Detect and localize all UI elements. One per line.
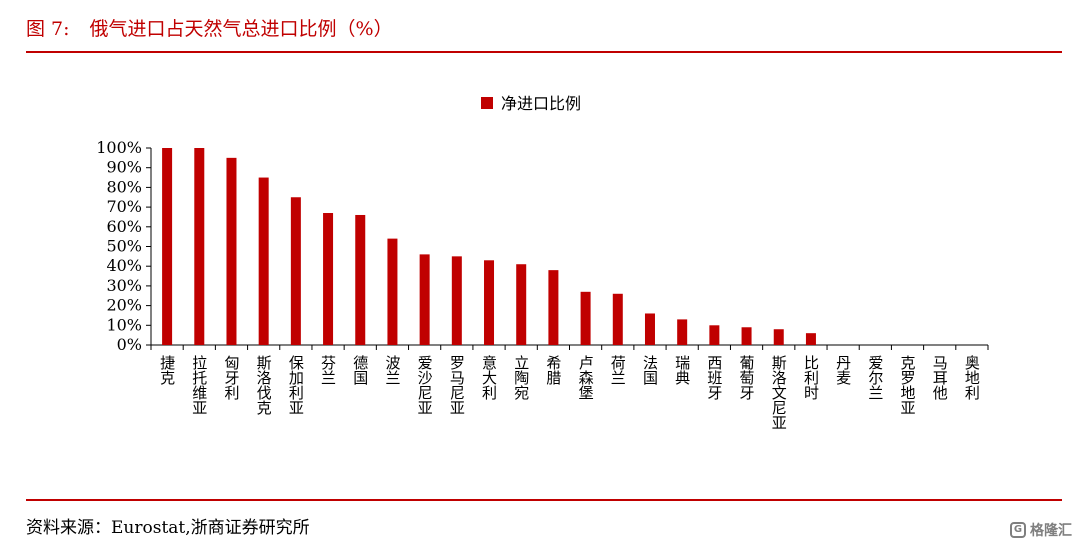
x-tick-label: 比利时	[802, 355, 820, 400]
y-tick-label: 60%	[106, 217, 142, 236]
x-tick-label: 葡萄牙	[738, 355, 756, 401]
y-tick-label: 0%	[117, 335, 142, 354]
x-tick-label: 马耳他	[931, 355, 949, 401]
y-tick-label: 50%	[106, 237, 142, 256]
x-tick-label: 法国	[641, 355, 659, 385]
x-tick-label: 德国	[351, 354, 369, 385]
x-tick-label: 西班牙	[705, 355, 723, 401]
bar	[644, 313, 655, 345]
x-tick-label: 罗马尼亚	[448, 355, 466, 415]
x-tick-label: 卢森堡	[577, 355, 595, 400]
y-tick-label: 40%	[106, 256, 142, 275]
watermark-text: 格隆汇	[1030, 523, 1072, 539]
bar	[580, 291, 591, 345]
x-tick-label: 斯洛伐克	[255, 355, 273, 416]
x-tick-label: 波兰	[383, 355, 401, 385]
watermark: G 格隆汇	[1010, 520, 1072, 540]
legend-swatch	[481, 97, 493, 109]
y-tick-label: 80%	[106, 177, 142, 196]
x-tick-label: 希腊	[544, 355, 562, 386]
x-tick-label: 捷克	[158, 355, 176, 386]
x-tick-label: 保加利亚	[287, 355, 305, 415]
bar	[709, 325, 720, 345]
x-tick-label: 拉托维亚	[190, 355, 208, 415]
bar	[290, 197, 301, 345]
y-tick-label: 100%	[96, 138, 142, 157]
bar	[355, 214, 366, 345]
bar	[387, 238, 398, 345]
figure-title-text: 俄气进口占天然气总进口比例（%）	[89, 18, 393, 40]
x-tick-label: 意大利	[480, 354, 498, 400]
bar	[805, 333, 816, 345]
bar-chart: 净进口比例 0%10%20%30%40%50%60%70%80%90%100% 捷克…	[96, 94, 989, 430]
x-tick-label: 丹麦	[834, 355, 852, 385]
bar	[323, 213, 334, 345]
source-note: 资料来源：Eurostat,浙商证券研究所	[26, 518, 310, 538]
bar	[419, 254, 430, 345]
y-tick-label: 70%	[106, 197, 142, 216]
legend-label: 净进口比例	[501, 94, 581, 113]
bar	[194, 148, 205, 345]
x-tick-label: 瑞典	[673, 355, 691, 385]
bar	[677, 319, 688, 345]
figure-title: 图 7: 俄气进口占天然气总进口比例（%）	[26, 14, 393, 41]
x-tick-label: 克罗地亚	[899, 355, 917, 415]
x-tick-label: 爱尔兰	[866, 355, 884, 400]
bar	[484, 260, 495, 345]
bar	[612, 293, 623, 345]
bar	[258, 177, 269, 345]
bar	[516, 264, 527, 345]
bar	[162, 148, 173, 345]
x-tick-label: 爱沙尼亚	[416, 355, 434, 415]
x-tick-label: 匈牙利	[222, 355, 240, 400]
y-tick-label: 30%	[106, 276, 142, 295]
y-tick-label: 90%	[106, 158, 142, 177]
bar	[451, 256, 462, 345]
x-tick-label: 斯洛文尼亚	[770, 355, 788, 430]
x-tick-label: 奥地利	[963, 355, 981, 400]
bar	[741, 327, 752, 345]
bar	[548, 270, 559, 345]
bar	[226, 157, 237, 345]
top-rule	[26, 51, 1062, 53]
figure-number: 图 7:	[26, 18, 70, 40]
bar	[773, 329, 784, 345]
watermark-logo-icon: G	[1010, 522, 1026, 538]
bottom-rule	[26, 499, 1062, 501]
x-tick-label: 立陶宛	[512, 355, 530, 401]
y-tick-label: 10%	[106, 315, 142, 334]
x-tick-label: 芬兰	[319, 355, 337, 385]
x-tick-label: 荷兰	[609, 355, 627, 385]
y-tick-label: 20%	[106, 296, 142, 315]
